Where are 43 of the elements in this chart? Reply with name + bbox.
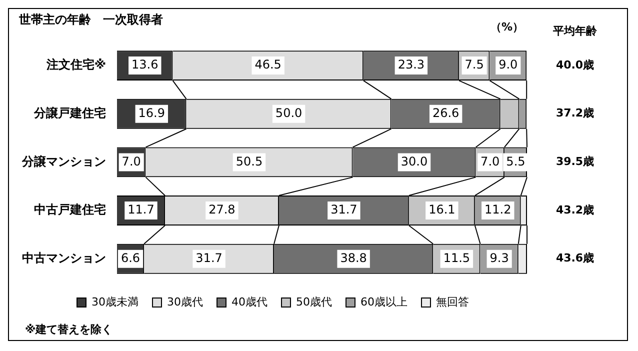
legend-label: 無回答: [436, 295, 469, 308]
data-label: 9.3: [490, 250, 509, 265]
data-label: 31.7: [196, 250, 222, 265]
text: 40.0歳: [556, 58, 594, 72]
legend-label: 50歳代: [296, 295, 332, 308]
text: ※建て替えを除く: [25, 322, 113, 336]
data-label: 7.0: [122, 154, 141, 168]
data-label: 11.7: [128, 202, 154, 217]
y-tick-label: 分譲戸建住宅: [33, 106, 106, 120]
y-tick-label: 中古マンション: [22, 250, 106, 265]
data-label: 16.1: [428, 202, 456, 217]
data-label: 50.5: [236, 154, 263, 168]
data-label: 38.8: [340, 250, 367, 265]
y-tick-label: 中古戸建住宅: [34, 202, 106, 217]
text: 37.2歳: [556, 106, 594, 120]
text: 43.6歳: [556, 252, 594, 265]
data-label: 27.8: [208, 202, 236, 217]
text: 平均年齢: [552, 24, 598, 38]
data-label: 11.5: [443, 250, 470, 265]
y-tick-label: 分譲マンション: [21, 154, 106, 168]
data-label: 13.6: [132, 58, 158, 72]
y-tick-label: 注文住宅※: [45, 58, 106, 72]
data-label: 7.5: [464, 58, 484, 72]
data-label: 5.5: [506, 154, 526, 168]
legend-label: 30歳未満: [92, 295, 139, 308]
chart-title: 世帯主の年齢 一次取得者: [18, 12, 163, 26]
text: （%）: [490, 20, 524, 34]
data-label: 6.6: [120, 250, 140, 265]
data-label: 11.2: [484, 202, 512, 217]
legend-label: 40歳代: [232, 295, 268, 308]
text: 43.2歳: [556, 203, 594, 216]
text: 39.5歳: [556, 155, 594, 168]
data-label: 9.0: [498, 58, 518, 72]
data-label: 26.6: [432, 106, 460, 120]
legend-label: 60歳以上: [360, 295, 408, 308]
data-label: 50.0: [275, 106, 302, 120]
data-label: 23.3: [398, 58, 425, 72]
data-label: 46.5: [254, 58, 282, 72]
legend-label: 30歳代: [167, 295, 204, 308]
data-label: 30.0: [400, 154, 428, 168]
data-label: 7.0: [480, 154, 500, 168]
data-label: 16.9: [138, 106, 166, 120]
data-label: 31.7: [330, 202, 358, 217]
